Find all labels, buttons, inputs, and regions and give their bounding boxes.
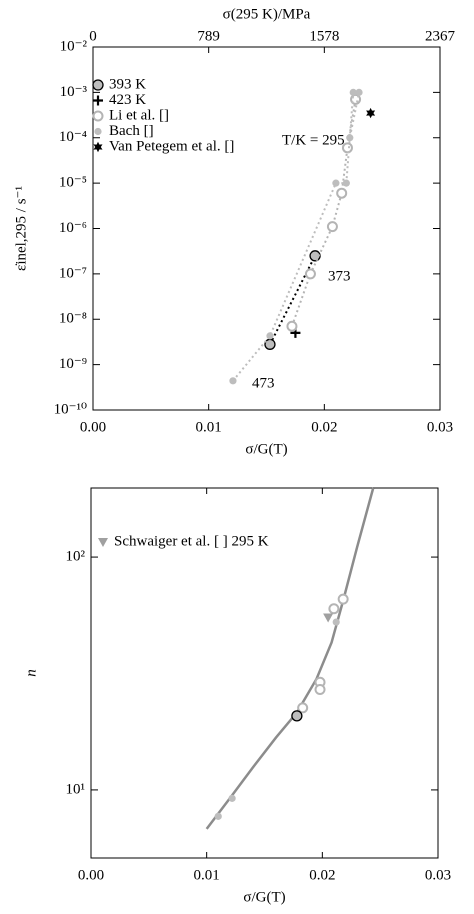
y-tick-label: 10⁻³ (60, 84, 88, 100)
x-tick-label: 0.03 (427, 419, 453, 435)
marker (341, 142, 353, 154)
marker (266, 332, 274, 340)
series-line (205, 487, 375, 830)
marker (304, 268, 316, 280)
x-tick-label: 0.02 (311, 419, 337, 435)
x-tick-label: 0.00 (80, 419, 106, 435)
marker (323, 613, 334, 623)
y-tick-label: 10⁻¹⁰ (54, 401, 87, 417)
y-axis-label: n (23, 669, 39, 677)
marker (214, 812, 222, 820)
annotation: T/K = 295 (282, 132, 345, 148)
marker (355, 88, 363, 96)
annotation: 473 (252, 375, 275, 391)
x-axis-label: σ/G(T) (245, 441, 287, 457)
x2-axis-label: σ(295 K)/MPa (223, 6, 311, 22)
marker (336, 187, 348, 199)
x-tick-label: 0.02 (309, 867, 335, 883)
y-axis-label: ε̇inel,295 / s⁻¹ (13, 186, 29, 271)
x-tick-label: 0.00 (78, 867, 104, 883)
y-tick-label: 10⁻⁶ (59, 220, 87, 236)
marker (332, 618, 340, 626)
legend-label: 393 K (109, 76, 146, 92)
marker (326, 221, 338, 233)
marker (366, 107, 376, 119)
y-tick-label: 10⁻² (60, 38, 88, 54)
legend-marker (93, 95, 103, 106)
y-tick-label: 10⁻⁵ (59, 175, 87, 191)
marker (314, 683, 326, 695)
legend-label: Li et al. [] (109, 107, 169, 123)
marker (349, 88, 357, 96)
legend-marker (92, 110, 104, 122)
marker (337, 593, 349, 605)
chart: 0.00 0.01 0.02 0.03 σ/G(T) 0 789 1578 2367 σ(295 … (13, 6, 455, 457)
legend-marker (94, 127, 102, 136)
legend-marker (98, 538, 108, 547)
marker (342, 179, 350, 187)
legend-marker (93, 141, 103, 153)
legend-label: Van Petegem et al. [] (109, 138, 234, 154)
y-tick-label: 10⁻⁴ (59, 129, 87, 145)
legend-label: Schwaiger et al. [ ] 295 K (114, 533, 269, 549)
x2-tick-label: 789 (197, 28, 220, 44)
marker (328, 603, 340, 615)
x-tick-label: 0.03 (425, 867, 451, 883)
series-line (269, 255, 316, 345)
x2-tick-label: 1578 (309, 28, 339, 44)
y-tick-label: 10⁻⁸ (59, 311, 87, 327)
x-tick-label: 0.01 (196, 419, 222, 435)
marker (332, 179, 340, 187)
x2-tick-label: 2367 (425, 28, 456, 44)
annotation: 373 (328, 268, 351, 284)
marker (291, 710, 303, 722)
legend-marker (92, 79, 104, 91)
y-tick-label: 10⁻⁷ (59, 265, 87, 281)
legend-label: Bach [] (109, 123, 154, 139)
plot-frame (90, 487, 439, 859)
marker (309, 250, 321, 262)
x2-tick-label: 0 (89, 28, 97, 44)
y-tick-label: 10⁻⁹ (59, 356, 87, 372)
marker (228, 794, 236, 802)
x-axis-label: σ/G(T) (243, 889, 285, 905)
marker (297, 702, 309, 714)
marker (286, 320, 298, 332)
y-tick-label: 10¹ (66, 781, 86, 797)
marker (346, 134, 354, 142)
chart: 0.00 0.01 0.02 0.03 σ/G(T) 10¹ 10² n Schwaiger e… (23, 487, 451, 905)
x-tick-label: 0.01 (194, 867, 220, 883)
legend-label: 423 K (109, 92, 146, 108)
y-tick-label: 10² (66, 549, 86, 565)
marker (229, 377, 237, 385)
marker (264, 338, 276, 350)
